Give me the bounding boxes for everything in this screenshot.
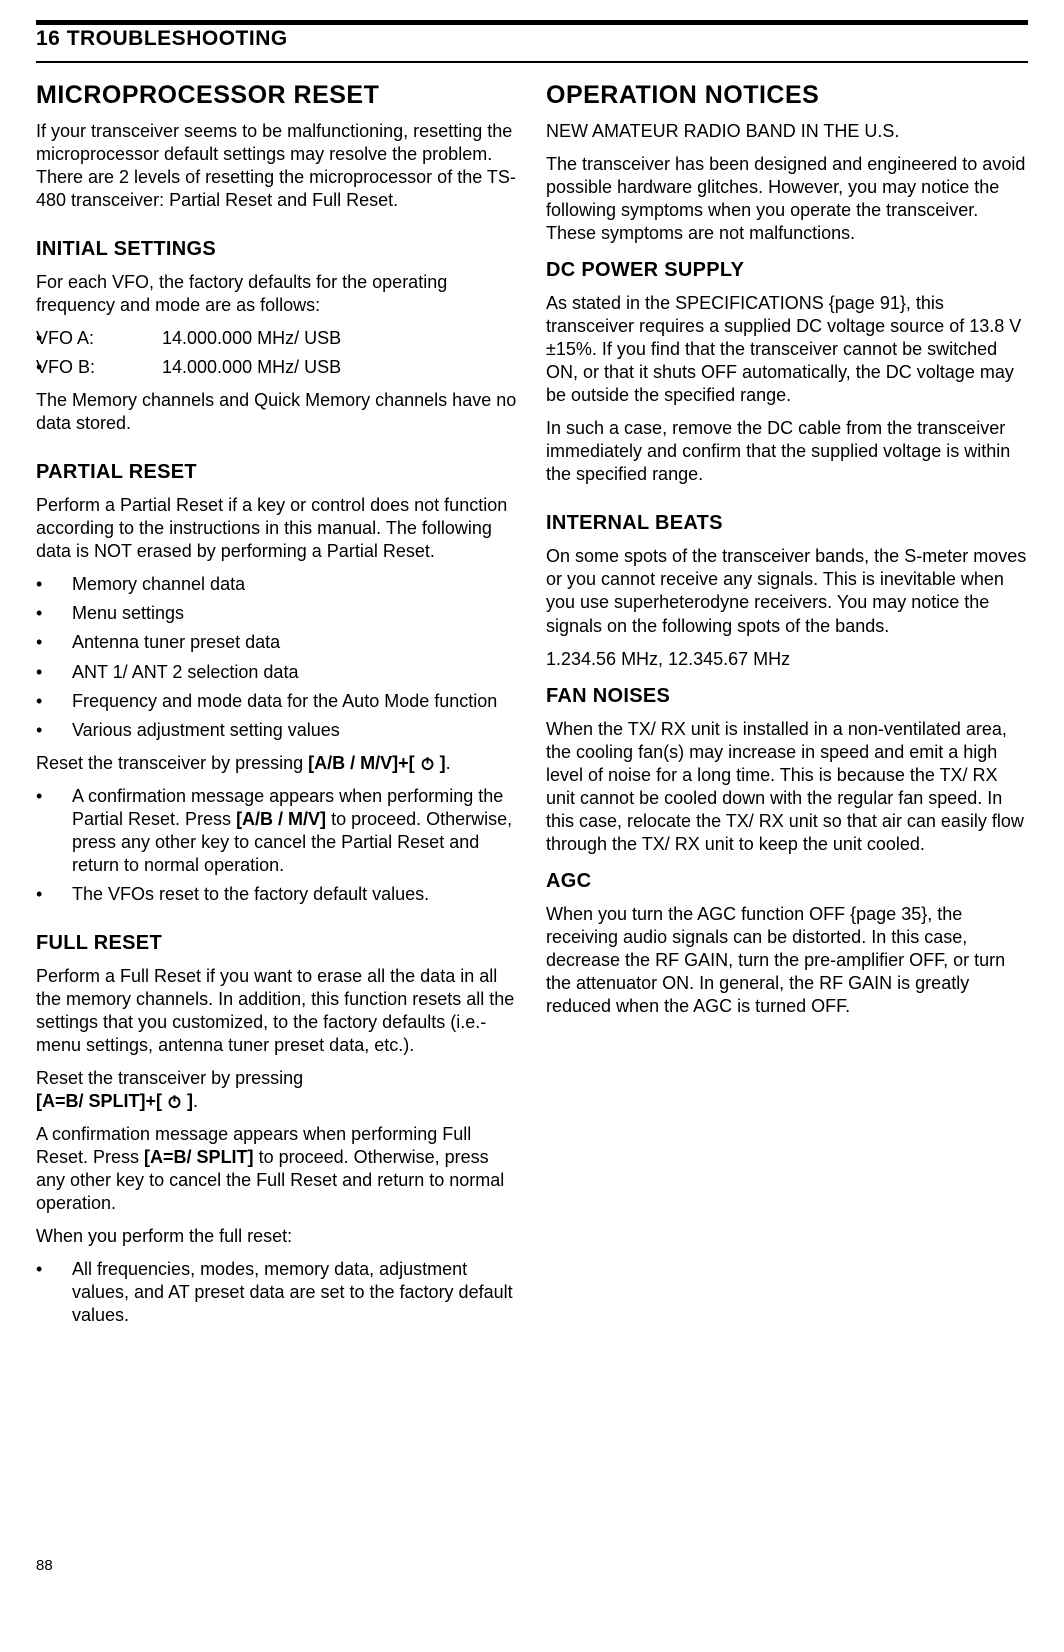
power-icon [420,756,435,771]
two-column-layout: MICROPROCESSOR RESET If your transceiver… [36,75,1028,1337]
list-item: Various adjustment setting values [36,719,518,742]
section-operation-notices: OPERATION NOTICES [546,81,1028,110]
list-item: The VFOs reset to the factory default va… [36,883,518,906]
text: . [193,1091,198,1111]
text: Reset the transceiver by pressing [36,753,308,773]
full-reset-p1: Perform a Full Reset if you want to eras… [36,965,518,1057]
partial-reset-p1: Perform a Partial Reset if a key or cont… [36,494,518,563]
subsection-partial-reset: PARTIAL RESET [36,461,518,484]
text: ] [435,753,446,773]
list-item: Frequency and mode data for the Auto Mod… [36,690,518,713]
dc-power-p2: In such a case, remove the DC cable from… [546,417,1028,486]
subsection-agc: AGC [546,870,1028,893]
key-combo: [A/B / M/V]+[ ] [308,753,446,773]
vfo-list: VFO A:14.000.000 MHz/ USB VFO B:14.000.0… [36,327,518,379]
partial-reset-instruction: Reset the transceiver by pressing [A/B /… [36,752,518,775]
subsection-fan-noises: FAN NOISES [546,685,1028,708]
subsection-initial-settings: INITIAL SETTINGS [36,238,518,261]
list-item: Menu settings [36,602,518,625]
text: . [446,753,451,773]
vfo-a-value: 14.000.000 MHz/ USB [162,328,341,348]
list-item: All frequencies, modes, memory data, adj… [36,1258,518,1327]
list-item: ANT 1/ ANT 2 selection data [36,661,518,684]
full-reset-p4: When you perform the full reset: [36,1225,518,1248]
initial-settings-p1: For each VFO, the factory defaults for t… [36,271,518,317]
agc-p1: When you turn the AGC function OFF {page… [546,903,1028,1018]
vfo-a-label: VFO A: [72,327,162,350]
top-rule [36,20,1028,25]
chapter-title: 16 TROUBLESHOOTING [36,27,1028,51]
page-number: 88 [36,1557,1028,1574]
right-column: OPERATION NOTICES NEW AMATEUR RADIO BAND… [546,75,1028,1337]
chapter-rule [36,61,1028,63]
internal-beats-p2: 1.234.56 MHz, 12.345.67 MHz [546,648,1028,671]
operation-p1: The transceiver has been designed and en… [546,153,1028,245]
key-combo: [A=B/ SPLIT] [144,1147,254,1167]
vfo-b-value: 14.000.000 MHz/ USB [162,357,341,377]
text: [A/B / M/V]+[ [308,753,420,773]
list-item: VFO A:14.000.000 MHz/ USB [36,327,518,350]
power-icon [167,1094,182,1109]
initial-settings-p2: The Memory channels and Quick Memory cha… [36,389,518,435]
page-container: 16 TROUBLESHOOTING MICROPROCESSOR RESET … [0,0,1064,1604]
key-combo: [A/B / M/V] [236,809,326,829]
subsection-internal-beats: INTERNAL BEATS [546,512,1028,535]
full-reset-p3: A confirmation message appears when perf… [36,1123,518,1215]
full-reset-list: All frequencies, modes, memory data, adj… [36,1258,518,1327]
vfo-b-label: VFO B: [72,356,162,379]
partial-reset-sublist: A confirmation message appears when perf… [36,785,518,906]
list-item: A confirmation message appears when perf… [36,785,518,877]
text: Reset the transceiver by pressing [36,1068,303,1088]
subsection-dc-power: DC POWER SUPPLY [546,259,1028,282]
list-item: Memory channel data [36,573,518,596]
text: [A=B/ SPLIT]+[ [36,1091,167,1111]
left-column: MICROPROCESSOR RESET If your transceiver… [36,75,518,1337]
key-combo: [A=B/ SPLIT]+[ ] [36,1091,193,1111]
section-microprocessor-reset: MICROPROCESSOR RESET [36,81,518,110]
dc-power-p1: As stated in the SPECIFICATIONS {page 91… [546,292,1028,407]
list-item: Antenna tuner preset data [36,631,518,654]
operation-sub1: NEW AMATEUR RADIO BAND IN THE U.S. [546,120,1028,143]
fan-noises-p1: When the TX/ RX unit is installed in a n… [546,718,1028,856]
intro-paragraph: If your transceiver seems to be malfunct… [36,120,518,212]
partial-reset-list: Memory channel data Menu settings Antenn… [36,573,518,741]
internal-beats-p1: On some spots of the transceiver bands, … [546,545,1028,637]
text: ] [182,1091,193,1111]
list-item: VFO B:14.000.000 MHz/ USB [36,356,518,379]
subsection-full-reset: FULL RESET [36,932,518,955]
full-reset-p2: Reset the transceiver by pressing [A=B/ S… [36,1067,518,1113]
